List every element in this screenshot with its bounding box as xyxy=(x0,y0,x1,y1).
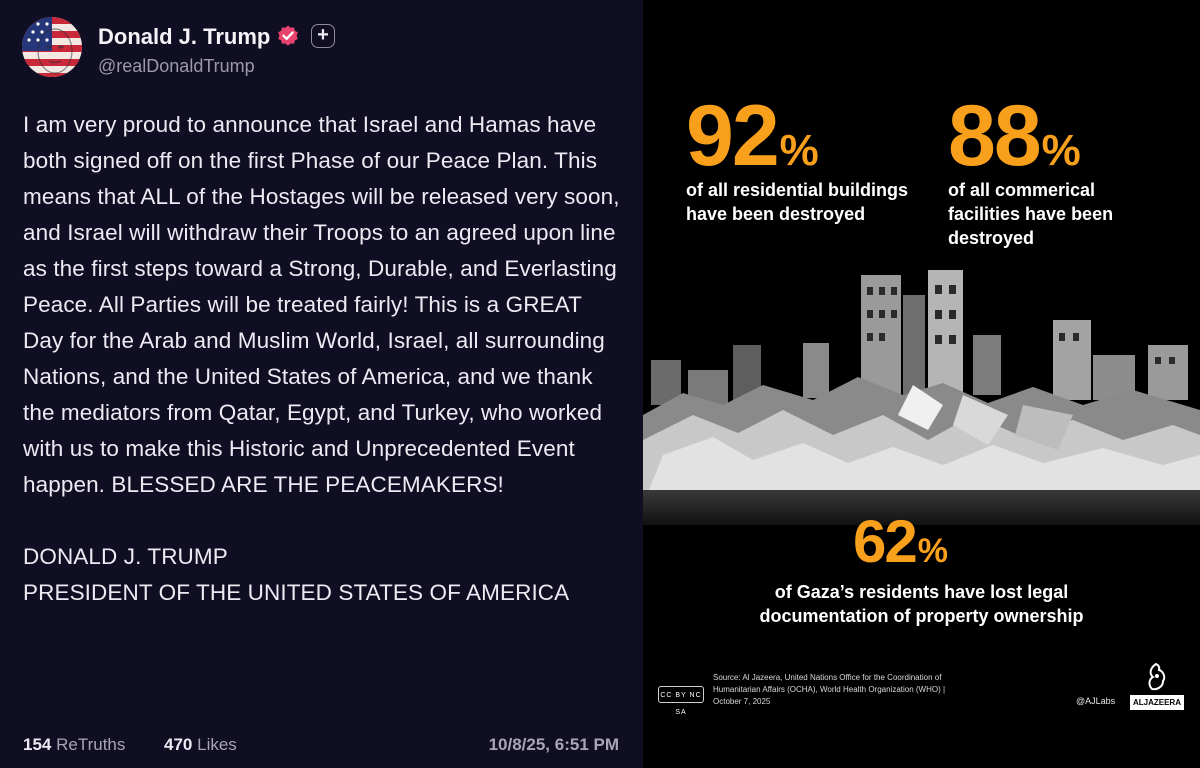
likes-stat[interactable]: 470 Likes xyxy=(164,735,237,755)
retruths-label: ReTruths xyxy=(56,735,126,754)
post-timestamp[interactable]: 10/8/25, 6:51 PM xyxy=(488,735,619,754)
post-text: I am very proud to announce that Israel … xyxy=(23,112,620,497)
ajlabs-credit: @AJLabs xyxy=(1076,696,1116,706)
destroyed-buildings-illustration xyxy=(643,270,1200,525)
aljazeera-wordmark: ALJAZEERA xyxy=(1130,695,1184,710)
display-name[interactable]: Donald J. Trump xyxy=(98,24,271,49)
aljazeera-logo: ALJAZEERA xyxy=(1130,662,1184,712)
signature-name: DONALD J. TRUMP xyxy=(23,544,228,569)
likes-label: Likes xyxy=(197,735,237,754)
retruths-count: 154 xyxy=(23,735,52,754)
aljazeera-emblem-icon xyxy=(1148,662,1166,691)
avatar[interactable] xyxy=(22,17,82,77)
plus-icon: + xyxy=(317,24,329,46)
post-footer: 154 ReTruths 470 Likes 10/8/25, 6:51 PM xyxy=(23,735,619,759)
signature-title: PRESIDENT OF THE UNITED STATES OF AMERIC… xyxy=(23,580,570,605)
stat-documentation-caption: of Gaza’s residents have lost legal docu… xyxy=(759,582,1084,626)
likes-count: 470 xyxy=(164,735,193,754)
verified-badge-icon xyxy=(276,24,300,48)
stat-residential-caption: of all residential buildings have been d… xyxy=(686,180,909,224)
post-card: Donald J. Trump + @realDonaldTrump I am … xyxy=(0,0,643,768)
user-handle[interactable]: @realDonaldTrump xyxy=(98,56,255,76)
follow-plus-button[interactable]: + xyxy=(311,24,335,48)
stat-documentation-value: 62% xyxy=(853,508,948,575)
stat-residential-value: 92% xyxy=(686,88,819,184)
stat-commercial-caption: of all commerical facilities have been d… xyxy=(948,180,1114,248)
cc-license-icon: CC BY NC SA xyxy=(658,686,704,716)
source-note: Source: Al Jazeera, United Nations Offic… xyxy=(713,673,946,706)
stat-commercial-value: 88% xyxy=(948,88,1081,184)
retruths-stat[interactable]: 154 ReTruths xyxy=(23,735,125,755)
infographic-image[interactable]: 92% of all residential buildings have be… xyxy=(643,0,1200,768)
flag-avatar-icon xyxy=(22,17,82,77)
post-body: I am very proud to announce that Israel … xyxy=(23,107,623,611)
